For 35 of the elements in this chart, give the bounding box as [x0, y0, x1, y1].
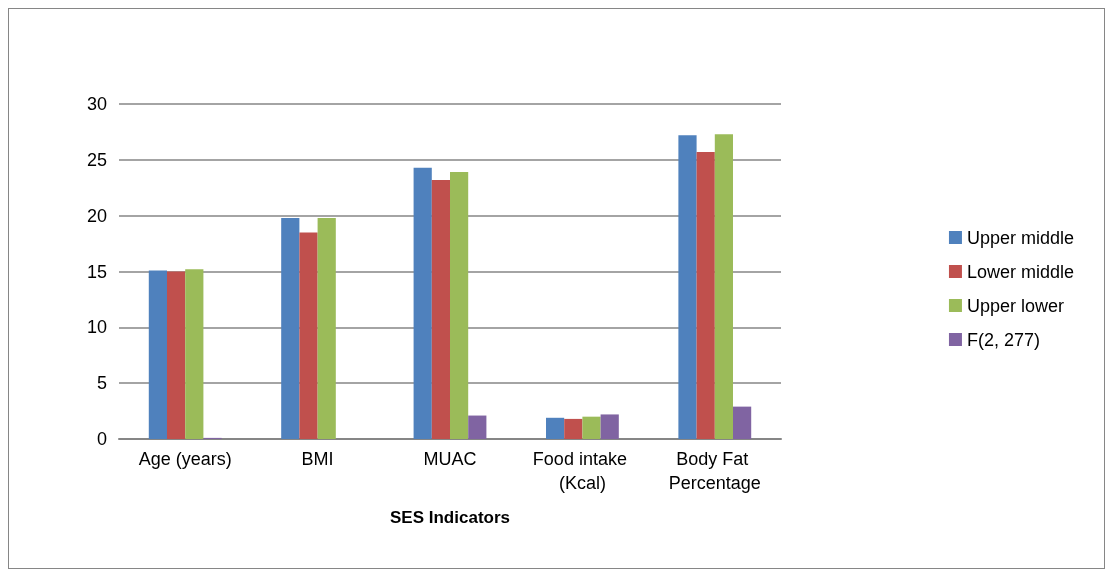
x-tick-label: Age (years)	[138, 449, 232, 469]
bar	[696, 152, 715, 439]
x-tick-label: Food intake (Kcal)	[532, 449, 632, 493]
y-tick-label: 10	[86, 317, 107, 338]
bar	[450, 172, 469, 439]
y-tick-label: 25	[86, 149, 107, 170]
y-tick-label: 30	[86, 94, 107, 114]
bar	[317, 217, 336, 439]
bar	[167, 271, 186, 439]
bar	[299, 232, 318, 439]
x-axis-title: SES Indicators	[390, 508, 510, 527]
bar	[600, 414, 619, 439]
legend-label: F(2, 277)	[966, 329, 1040, 350]
y-tick-label: 15	[86, 261, 107, 282]
bar	[281, 217, 300, 439]
bar	[678, 135, 697, 439]
bar	[413, 167, 432, 439]
y-tick-label: 0	[96, 429, 107, 449]
y-tick-label: 20	[86, 205, 107, 226]
bar	[714, 134, 734, 439]
bar	[148, 270, 167, 439]
x-tick-label: Body Fat Percentage	[668, 449, 761, 493]
bar	[733, 406, 752, 439]
bar	[185, 269, 204, 439]
x-tick-label: BMI	[301, 449, 334, 469]
legend-label: Upper lower	[966, 295, 1064, 316]
legend-label: Upper middle	[966, 227, 1075, 248]
bar	[582, 416, 601, 439]
y-tick-label: 5	[96, 373, 107, 394]
legend-label: Lower middle	[966, 261, 1075, 282]
bar	[564, 418, 583, 439]
bar	[545, 417, 565, 439]
bar	[431, 179, 450, 439]
x-tick-label: MUAC	[423, 449, 477, 469]
bar	[468, 415, 487, 439]
